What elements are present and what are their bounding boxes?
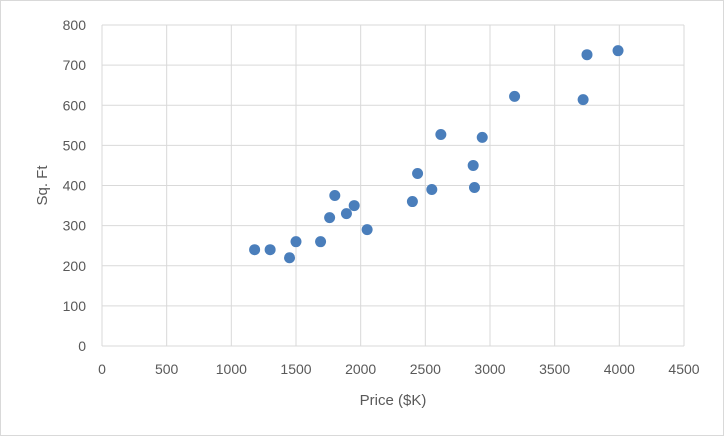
data-point xyxy=(290,236,302,248)
y-tick-label: 100 xyxy=(63,298,87,314)
data-point xyxy=(249,244,261,256)
y-tick-label: 200 xyxy=(63,258,87,274)
data-point xyxy=(468,182,480,194)
x-tick-label: 2000 xyxy=(345,361,376,377)
data-point xyxy=(581,49,593,61)
data-point xyxy=(509,90,521,102)
data-point xyxy=(467,159,479,171)
x-tick-label: 4000 xyxy=(604,361,635,377)
x-tick-label: 3500 xyxy=(539,361,570,377)
y-tick-label: 400 xyxy=(63,178,87,194)
x-tick-label: 2500 xyxy=(410,361,441,377)
data-point xyxy=(476,131,488,143)
x-tick-label: 0 xyxy=(98,361,106,377)
y-tick-label: 300 xyxy=(63,218,87,234)
x-tick-label: 4500 xyxy=(668,361,699,377)
y-tick-label: 500 xyxy=(63,137,87,153)
x-tick-label: 3000 xyxy=(474,361,505,377)
data-point xyxy=(324,212,336,224)
x-tick-label: 1500 xyxy=(280,361,311,377)
y-axis-title: Sq. Ft xyxy=(34,165,51,206)
y-tick-label: 600 xyxy=(63,97,87,113)
data-point xyxy=(329,190,341,202)
x-tick-label: 1000 xyxy=(216,361,247,377)
data-point xyxy=(284,252,296,264)
data-point xyxy=(340,208,352,220)
y-tick-label: 800 xyxy=(63,17,87,33)
data-point xyxy=(426,184,438,196)
gridlines xyxy=(101,24,685,347)
data-point xyxy=(406,196,418,208)
data-point xyxy=(412,167,424,179)
data-point xyxy=(435,129,447,141)
data-point xyxy=(264,244,276,256)
y-tick-label: 700 xyxy=(63,57,87,73)
data-point xyxy=(361,224,373,236)
data-point xyxy=(612,45,624,57)
data-point xyxy=(315,236,327,248)
x-axis-title: Price ($K) xyxy=(360,392,427,409)
x-tick-label: 500 xyxy=(155,361,179,377)
tick-labels: 0 500 1000 1500 2000 2500 3000 3500 4000 4500 0 100… xyxy=(63,17,700,377)
data-point xyxy=(577,94,589,106)
data-point xyxy=(348,200,360,212)
y-tick-label: 0 xyxy=(78,338,86,354)
data-points xyxy=(249,45,624,264)
